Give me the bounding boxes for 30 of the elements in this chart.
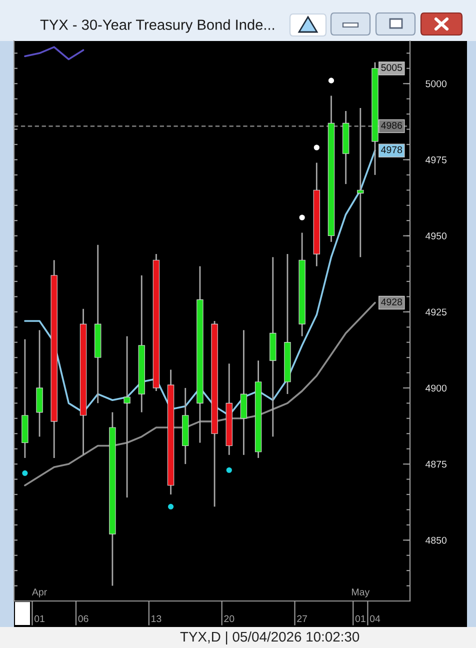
x-tick-label: 27 <box>297 615 307 622</box>
y-tick-label: 5000 <box>426 80 447 88</box>
category-label: Apr 01 <box>32 588 47 622</box>
data-label: 4928 <box>381 298 402 306</box>
y-tick-label: 4975 <box>426 156 446 164</box>
line-series <box>24 46 84 60</box>
data-label: 4978 <box>381 146 402 154</box>
text: TYX,D | 05/04/2026 10:02:30 <box>180 631 360 645</box>
point <box>328 78 334 84</box>
y-tick-label: 4875 <box>426 460 446 468</box>
x-tick-label: 06 <box>78 615 88 622</box>
point <box>22 470 28 476</box>
ref-line-label: 4986 <box>381 122 402 129</box>
y-tick-label: 4950 <box>426 232 447 240</box>
category-label: May 01 <box>352 588 370 622</box>
point <box>314 144 320 150</box>
chart-title: TYX - 30-Year Treasury Bond Inde... <box>40 19 274 33</box>
line-series <box>24 302 376 486</box>
annotation: 5005 <box>381 64 402 71</box>
point <box>168 504 174 510</box>
candlestick <box>124 336 130 498</box>
y-tick-label: 4900 <box>426 384 447 392</box>
y-tick-label: 4925 <box>426 308 446 316</box>
y-tick-label: 4850 <box>426 536 447 544</box>
x-tick-label: 20 <box>224 615 234 622</box>
point <box>226 467 232 473</box>
candlestick <box>357 107 364 258</box>
x-tick-label: 13 <box>152 615 162 622</box>
point <box>299 214 305 220</box>
x-tick-label: 04 <box>370 615 380 622</box>
